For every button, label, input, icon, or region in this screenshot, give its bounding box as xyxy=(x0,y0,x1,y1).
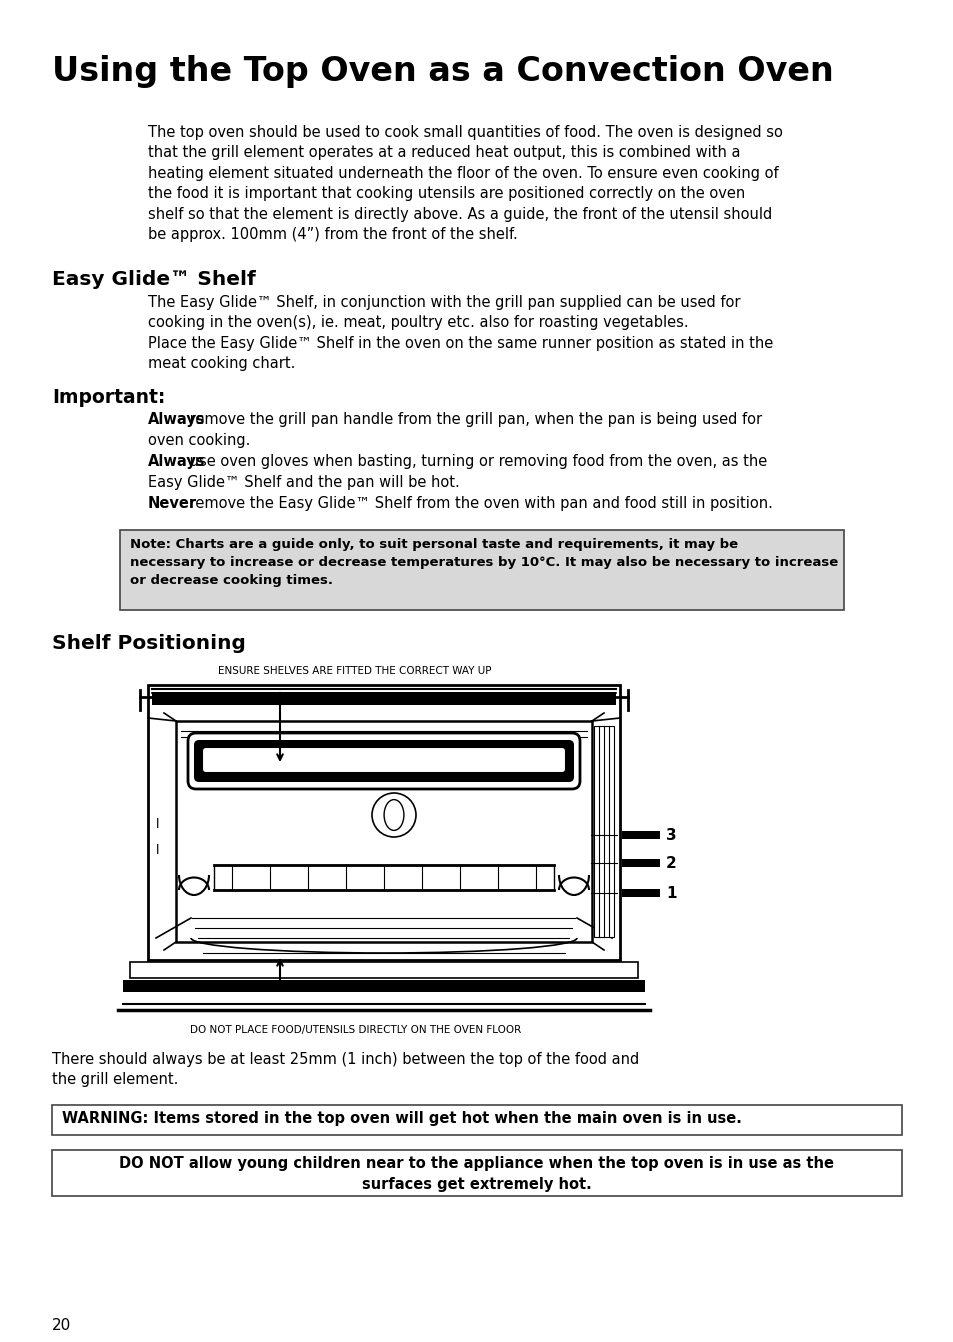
Text: The top oven should be used to cook small quantities of food. The oven is design: The top oven should be used to cook smal… xyxy=(148,125,782,242)
FancyBboxPatch shape xyxy=(193,739,574,782)
Text: There should always be at least 25mm (1 inch) between the top of the food and
th: There should always be at least 25mm (1 … xyxy=(52,1052,639,1087)
Text: DO NOT allow young children near to the appliance when the top oven is in use as: DO NOT allow young children near to the … xyxy=(119,1155,834,1192)
Text: WARNING: Items stored in the top oven will get hot when the main oven is in use.: WARNING: Items stored in the top oven wi… xyxy=(62,1111,741,1126)
Text: use oven gloves when basting, turning or removing food from the oven, as the: use oven gloves when basting, turning or… xyxy=(185,454,766,468)
FancyBboxPatch shape xyxy=(52,1150,901,1196)
Text: Always: Always xyxy=(148,454,205,468)
Bar xyxy=(123,980,644,992)
Text: 3: 3 xyxy=(665,828,676,843)
Text: Using the Top Oven as a Convection Oven: Using the Top Oven as a Convection Oven xyxy=(52,55,833,89)
Text: The Easy Glide™ Shelf, in conjunction with the grill pan supplied can be used fo: The Easy Glide™ Shelf, in conjunction wi… xyxy=(148,295,773,372)
Bar xyxy=(148,684,619,960)
Text: 20: 20 xyxy=(52,1318,71,1333)
Text: l: l xyxy=(156,819,159,832)
Text: oven cooking.: oven cooking. xyxy=(148,433,250,448)
Text: Important:: Important: xyxy=(52,388,165,407)
Text: Note: Charts are a guide only, to suit personal taste and requirements, it may b: Note: Charts are a guide only, to suit p… xyxy=(130,538,838,586)
Ellipse shape xyxy=(384,800,403,831)
Text: 1: 1 xyxy=(665,886,676,900)
Bar xyxy=(152,692,616,705)
Text: 2: 2 xyxy=(665,855,676,871)
Bar xyxy=(594,726,614,937)
Text: ENSURE SHELVES ARE FITTED THE CORRECT WAY UP: ENSURE SHELVES ARE FITTED THE CORRECT WA… xyxy=(218,666,491,676)
FancyBboxPatch shape xyxy=(120,530,843,611)
Bar xyxy=(621,859,659,867)
Bar xyxy=(175,721,592,942)
Text: Easy Glide™ Shelf and the pan will be hot.: Easy Glide™ Shelf and the pan will be ho… xyxy=(148,475,459,490)
Bar xyxy=(213,866,554,890)
Text: Always: Always xyxy=(148,412,205,427)
Text: DO NOT PLACE FOOD/UTENSILS DIRECTLY ON THE OVEN FLOOR: DO NOT PLACE FOOD/UTENSILS DIRECTLY ON T… xyxy=(190,1025,520,1035)
FancyBboxPatch shape xyxy=(202,747,565,773)
FancyBboxPatch shape xyxy=(52,1104,901,1135)
Text: l: l xyxy=(156,844,159,856)
Bar xyxy=(621,831,659,839)
Text: remove the grill pan handle from the grill pan, when the pan is being used for: remove the grill pan handle from the gri… xyxy=(185,412,761,427)
Text: Never: Never xyxy=(148,497,197,511)
FancyBboxPatch shape xyxy=(188,733,579,789)
Bar xyxy=(621,888,659,896)
Text: remove the Easy Glide™ Shelf from the oven with pan and food still in position.: remove the Easy Glide™ Shelf from the ov… xyxy=(185,497,772,511)
Text: Easy Glide™ Shelf: Easy Glide™ Shelf xyxy=(52,270,255,289)
Circle shape xyxy=(372,793,416,837)
Bar xyxy=(130,962,638,978)
Text: Shelf Positioning: Shelf Positioning xyxy=(52,633,246,654)
